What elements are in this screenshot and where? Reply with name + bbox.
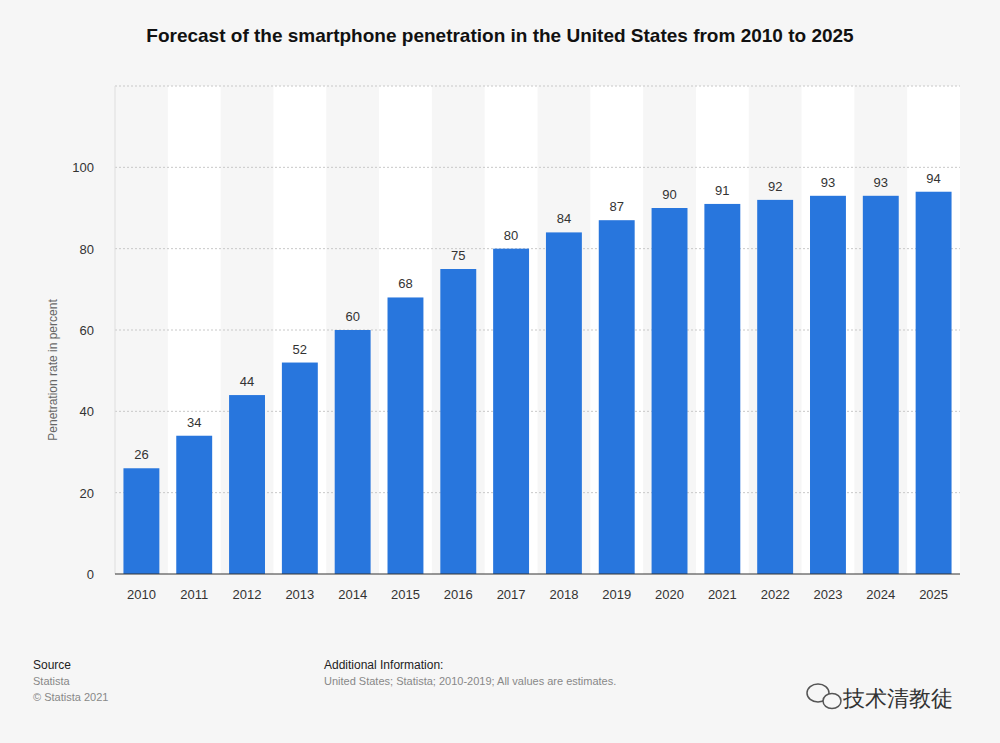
additional-info-heading: Additional Information: xyxy=(324,658,443,672)
y-tick-label: 100 xyxy=(72,160,94,175)
x-tick-label: 2024 xyxy=(866,587,895,602)
bar xyxy=(546,232,582,574)
x-tick-label: 2012 xyxy=(233,587,262,602)
x-tick-label: 2014 xyxy=(338,587,367,602)
data-label: 93 xyxy=(874,175,888,190)
data-label: 92 xyxy=(768,179,782,194)
x-tick-label: 2011 xyxy=(180,587,208,602)
plot-frame-top xyxy=(115,86,960,87)
y-tick-label: 0 xyxy=(87,567,94,582)
x-tick-label: 2015 xyxy=(391,587,420,602)
bar xyxy=(916,192,952,574)
bar xyxy=(176,436,212,574)
x-axis-line xyxy=(115,574,960,575)
title: Forecast of the smartphone penetration i… xyxy=(146,25,854,46)
data-label: 93 xyxy=(821,175,835,190)
x-tick-label: 2025 xyxy=(919,587,948,602)
x-tick-label: 2022 xyxy=(761,587,790,602)
y-tick-label: 80 xyxy=(80,242,94,257)
bar xyxy=(757,200,793,574)
grid-line xyxy=(115,167,960,168)
bar xyxy=(704,204,740,574)
data-label: 75 xyxy=(451,248,465,263)
bar xyxy=(123,468,159,574)
y-axis-line xyxy=(115,86,116,574)
source-line: © Statista 2021 xyxy=(33,691,108,703)
data-label: 60 xyxy=(345,309,359,324)
y-tick-label: 60 xyxy=(80,323,94,338)
x-tick-label: 2013 xyxy=(285,587,314,602)
data-label: 44 xyxy=(240,374,254,389)
y-tick-label: 20 xyxy=(80,486,94,501)
bar xyxy=(493,249,529,574)
bar xyxy=(652,208,688,574)
chart: Forecast of the smartphone penetration i… xyxy=(0,0,1000,743)
x-tick-label: 2016 xyxy=(444,587,473,602)
bar xyxy=(335,330,371,574)
watermark-icon xyxy=(807,684,841,709)
x-tick-label: 2021 xyxy=(708,587,737,602)
bar xyxy=(810,196,846,574)
bars xyxy=(123,192,951,574)
data-label: 90 xyxy=(662,187,676,202)
bar xyxy=(440,269,476,574)
x-tick-label: 2017 xyxy=(497,587,526,602)
source-line: Statista xyxy=(33,675,71,687)
data-label: 87 xyxy=(609,199,623,214)
x-tick-label: 2019 xyxy=(602,587,631,602)
source-heading: Source xyxy=(33,658,71,672)
bar xyxy=(229,395,265,574)
data-label: 91 xyxy=(715,183,729,198)
data-label: 34 xyxy=(187,415,201,430)
bar xyxy=(388,297,424,574)
data-label: 26 xyxy=(134,447,148,462)
bar xyxy=(599,220,635,574)
data-label: 80 xyxy=(504,228,518,243)
x-tick-label: 2023 xyxy=(814,587,843,602)
data-label: 68 xyxy=(398,276,412,291)
y-axis-label: Penetration rate in percent xyxy=(46,299,60,441)
bar xyxy=(863,196,899,574)
bar xyxy=(282,363,318,574)
data-label: 94 xyxy=(926,171,940,186)
x-tick-label: 2020 xyxy=(655,587,684,602)
y-tick-label: 40 xyxy=(80,404,94,419)
band xyxy=(802,86,855,574)
data-label: 52 xyxy=(293,342,307,357)
x-tick-label: 2018 xyxy=(549,587,578,602)
data-label: 84 xyxy=(557,211,571,226)
background xyxy=(0,0,1000,743)
additional-info-line: United States; Statista; 2010-2019; All … xyxy=(324,675,616,687)
x-tick-label: 2010 xyxy=(127,587,156,602)
watermark: 技术清教徒 xyxy=(842,686,953,711)
